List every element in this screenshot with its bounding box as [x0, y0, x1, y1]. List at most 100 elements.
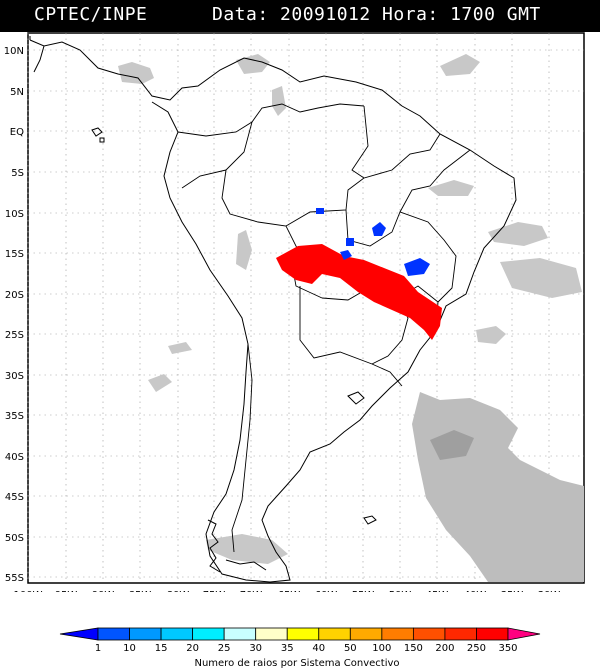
cloud-patch: [118, 62, 154, 84]
legend-value: 100: [372, 643, 391, 654]
coastline: [29, 36, 517, 583]
coast-estuary: [347, 391, 365, 405]
longitude-label: 100W: [14, 590, 43, 592]
legend-value: 30: [249, 643, 262, 654]
border-north: [177, 103, 365, 137]
map-header: CPTEC/INPE Data: 20091012 Hora: 1700 GMT: [0, 0, 600, 32]
latitude-label: 5S: [11, 168, 24, 179]
legend-value: 35: [281, 643, 294, 654]
cloud-patch: [148, 374, 172, 392]
legend-arrow-high: [507, 627, 541, 641]
longitude-label: 95W: [55, 590, 78, 592]
latitude-label: 55S: [5, 573, 24, 584]
cloud-patch: [272, 86, 286, 116]
legend-value: 250: [467, 643, 486, 654]
border-amazon-states: [351, 105, 441, 179]
storm-cell-low: [316, 208, 324, 214]
latitude-label: 50S: [5, 533, 24, 544]
legend-swatch: [255, 627, 288, 641]
storm-cell: [350, 264, 368, 276]
legend-swatch: [160, 627, 194, 641]
border-colombia-peru: [181, 169, 227, 189]
legend-value: 25: [218, 643, 231, 654]
longitude-label: 70W: [240, 590, 263, 592]
legend-value: 15: [155, 643, 168, 654]
legend-value: 150: [404, 643, 423, 654]
border-northeast: [399, 149, 471, 213]
color-legend: 1 10 15 20 25 30 35 40 50 100 150 200 250 350 Numero …: [59, 627, 541, 669]
cloud-patch: [476, 326, 506, 344]
longitude-label: 85W: [129, 590, 152, 592]
storm-cluster-high: [276, 244, 442, 340]
axis-labels: 10N 5N EQ 5S 10S 15S 20S 25S 30S 35S 40S 45S 50S 55S 1…: [4, 46, 561, 592]
border-argentina-north: [299, 286, 373, 365]
cloud-patch: [168, 342, 192, 354]
legend-value: 20: [186, 643, 199, 654]
falkland-islands: [363, 515, 377, 525]
latitude-label: 45S: [5, 492, 24, 503]
legend-swatch: [97, 627, 130, 641]
legend-swatch: [476, 627, 509, 641]
legend-values: 1 10 15 20 25 30 35 40 50 100 150 200 250 350: [95, 643, 518, 654]
cloud-patch: [428, 180, 474, 196]
latitude-label: 40S: [5, 452, 24, 463]
legend-arrow-low: [59, 627, 99, 641]
cloud-patch: [236, 230, 252, 270]
border-brazil-states: [345, 209, 457, 303]
legend-swatch: [444, 627, 477, 641]
cloud-patch: [440, 54, 480, 76]
cloud-patch: [206, 534, 288, 564]
longitude-label: 65W: [278, 590, 301, 592]
map-panel: 10N 5N EQ 5S 10S 15S 20S 25S 30S 35S 40S 45S 50S 55S 1…: [4, 32, 585, 592]
storm-cell-low: [340, 250, 352, 260]
longitude-label: 40W: [464, 590, 487, 592]
legend-swatch: [223, 627, 257, 641]
cloud-core: [430, 430, 474, 460]
cloud-patch: [236, 54, 270, 74]
longitude-label: 55W: [352, 590, 375, 592]
longitude-label: 80W: [167, 590, 190, 592]
legend-value: 350: [498, 643, 517, 654]
storm-cell-low: [346, 238, 354, 246]
galapagos-islands: [91, 127, 105, 143]
storm-cell-low: [404, 258, 430, 276]
longitude-label: 60W: [315, 590, 338, 592]
legend-swatch: [192, 627, 225, 641]
legend-swatch: [318, 627, 351, 641]
longitude-label: 90W: [92, 590, 115, 592]
convective-systems: [276, 208, 442, 340]
legend-value: 40: [312, 643, 325, 654]
org-title: CPTEC/INPE: [34, 4, 148, 25]
longitude-label: 45W: [426, 590, 449, 592]
legend-value: 1: [95, 643, 101, 654]
latitude-label: 5N: [10, 87, 24, 98]
latitude-label: 10N: [4, 46, 24, 57]
date-time-label: Data: 20091012 Hora: 1700 GMT: [212, 4, 541, 25]
legend-title: Numero de raios por Sistema Convectivo: [194, 658, 399, 669]
legend-bar: [59, 627, 541, 641]
legend-swatch: [412, 627, 446, 641]
latitude-label: 30S: [5, 371, 24, 382]
border-chile-argentina: [231, 343, 253, 553]
longitude-label: 30W: [538, 590, 561, 592]
cloud-patch: [500, 258, 582, 298]
legend-swatch: [286, 627, 320, 641]
longitude-label: 35W: [501, 590, 524, 592]
border-uruguay: [371, 363, 403, 387]
legend-swatch: [381, 627, 414, 641]
storm-cell-low: [372, 222, 386, 236]
cloud-patch: [488, 222, 548, 246]
legend-value: 10: [123, 643, 136, 654]
coast-fjords: [207, 519, 267, 573]
latitude-label: 20S: [5, 290, 24, 301]
latitude-label: 15S: [5, 249, 24, 260]
legend-value: 200: [435, 643, 454, 654]
coast-central-america: [29, 36, 45, 73]
legend-swatch: [349, 627, 383, 641]
latitude-label: 10S: [5, 209, 24, 220]
longitude-label: 75W: [203, 590, 226, 592]
latitude-label: 25S: [5, 330, 24, 341]
latitude-label: EQ: [10, 127, 24, 138]
longitude-label: 50W: [389, 590, 412, 592]
coast-south-america: [29, 39, 517, 583]
